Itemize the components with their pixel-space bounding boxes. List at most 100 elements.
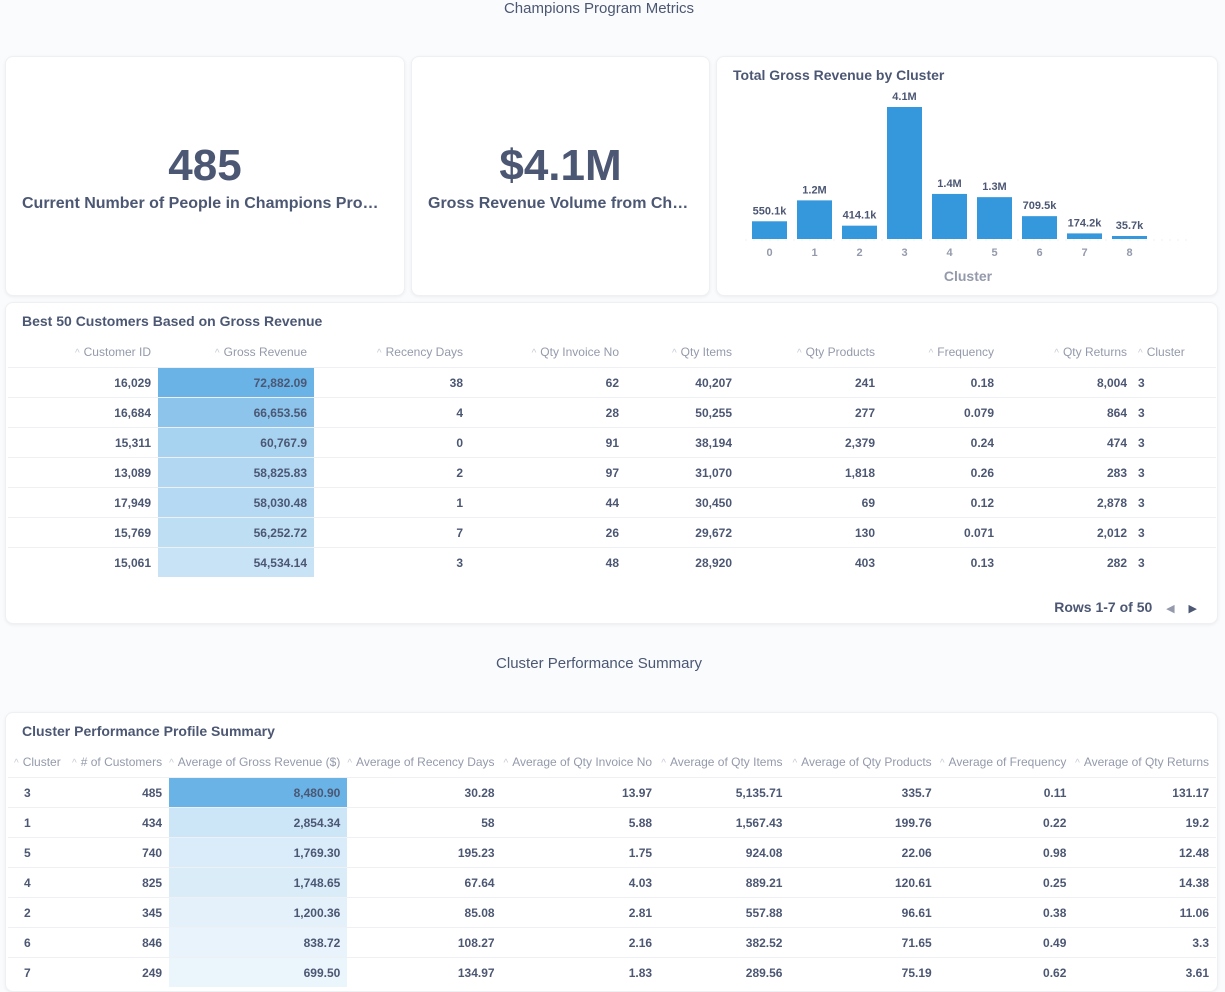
table-cell[interactable]: 97 xyxy=(470,457,626,488)
table-cell[interactable]: 22.06 xyxy=(789,837,939,868)
table-cell[interactable]: 11.06 xyxy=(1073,897,1216,928)
table-cell[interactable]: 5 xyxy=(8,837,67,868)
table-cell[interactable]: 30.28 xyxy=(347,777,502,808)
table-cell[interactable]: 6 xyxy=(8,927,67,958)
column-header[interactable]: ^ Average of Qty Products xyxy=(789,747,938,778)
table-cell[interactable]: 31,070 xyxy=(626,457,739,488)
table-cell[interactable]: 0.98 xyxy=(938,837,1074,868)
table-cell[interactable]: 54,534.14 xyxy=(158,547,314,577)
scalar-card-revenue[interactable]: $4.1M Gross Revenue Volume from Champion… xyxy=(411,56,710,296)
table-cell[interactable]: 38 xyxy=(314,367,470,398)
sort-icon[interactable]: ^ xyxy=(1054,348,1059,359)
table-cell[interactable]: 0.24 xyxy=(882,427,1001,458)
bar-5[interactable] xyxy=(977,197,1012,239)
bar-7[interactable] xyxy=(1067,233,1102,239)
table-cell[interactable]: 199.76 xyxy=(789,807,939,838)
table-cell[interactable]: 335.7 xyxy=(789,777,939,808)
chart-card-revenue-by-cluster[interactable]: Total Gross Revenue by Cluster 550.1k 0 1.… xyxy=(716,56,1218,296)
table-cell[interactable]: 120.61 xyxy=(789,867,939,898)
table-cell[interactable]: 2,012 xyxy=(1001,517,1134,548)
table-cell[interactable]: 15,769 xyxy=(8,517,158,548)
bar-8[interactable] xyxy=(1112,236,1147,239)
table-cell[interactable]: 195.23 xyxy=(347,837,502,868)
table-cell[interactable]: 15,311 xyxy=(8,427,158,458)
table-cell[interactable]: 14.38 xyxy=(1073,867,1216,898)
column-header[interactable]: ^ Average of Recency Days xyxy=(347,747,501,778)
table-cell[interactable]: 29,672 xyxy=(626,517,739,548)
table-cell[interactable]: 825 xyxy=(66,867,170,898)
table-cell[interactable]: 0.071 xyxy=(882,517,1001,548)
column-header[interactable]: ^ Gross Revenue xyxy=(158,337,314,368)
table-cell[interactable]: 345 xyxy=(66,897,170,928)
column-header[interactable]: ^ Average of Gross Revenue ($) xyxy=(169,747,347,778)
column-header[interactable]: ^ Cluster xyxy=(8,747,67,778)
bar-4[interactable] xyxy=(932,193,967,239)
table-cell[interactable]: 699.50 xyxy=(169,957,348,987)
table-cell[interactable]: 58,825.83 xyxy=(158,457,314,488)
bar-0[interactable] xyxy=(752,221,787,239)
table-cell[interactable]: 38,194 xyxy=(626,427,739,458)
table-cell[interactable]: 3 xyxy=(1134,487,1216,518)
sort-icon[interactable]: ^ xyxy=(14,758,19,769)
table-cell[interactable]: 56,252.72 xyxy=(158,517,314,548)
table-cell[interactable]: 0.11 xyxy=(938,777,1074,808)
table-cell[interactable]: 3.61 xyxy=(1073,957,1216,987)
table-cell[interactable]: 7 xyxy=(314,517,470,548)
table-cell[interactable]: 0.079 xyxy=(882,397,1001,428)
column-header[interactable]: ^ Customer ID xyxy=(8,337,158,368)
scalar-card-people[interactable]: 485 Current Number of People in Champion… xyxy=(5,56,405,296)
column-header[interactable]: ^ Qty Invoice No xyxy=(470,337,626,368)
column-header[interactable]: ^ Average of Qty Invoice No xyxy=(502,747,660,778)
table-cell[interactable]: 48 xyxy=(470,547,626,577)
table-cell[interactable]: 91 xyxy=(470,427,626,458)
table-cell[interactable]: 12.48 xyxy=(1073,837,1216,868)
column-header[interactable]: ^ Qty Returns xyxy=(1001,337,1134,368)
sort-icon[interactable]: ^ xyxy=(72,758,77,769)
bar-2[interactable] xyxy=(842,225,877,239)
table-cell[interactable]: 4.03 xyxy=(501,867,660,898)
table-cell[interactable]: 4 xyxy=(8,867,67,898)
table-cell[interactable]: 3 xyxy=(8,777,67,808)
table-cell[interactable]: 838.72 xyxy=(169,927,348,958)
table-cell[interactable]: 15,061 xyxy=(8,547,158,577)
table-cell[interactable]: 3 xyxy=(1134,367,1216,398)
column-header[interactable]: ^ Frequency xyxy=(882,337,1001,368)
bar-1[interactable] xyxy=(797,200,832,239)
table-cell[interactable]: 1 xyxy=(314,487,470,518)
table-cell[interactable]: 2,379 xyxy=(739,427,882,458)
table-cell[interactable]: 66,653.56 xyxy=(158,397,314,428)
table-cell[interactable]: 924.08 xyxy=(659,837,790,868)
bar-6[interactable] xyxy=(1022,216,1057,239)
table-cell[interactable]: 40,207 xyxy=(626,367,739,398)
table-cell[interactable]: 26 xyxy=(470,517,626,548)
sort-icon[interactable]: ^ xyxy=(661,758,666,769)
next-page-icon[interactable]: ▶ xyxy=(1188,603,1197,615)
table-cell[interactable]: 8,480.90 xyxy=(169,777,348,808)
sort-icon[interactable]: ^ xyxy=(74,348,80,359)
table-cell[interactable]: 241 xyxy=(739,367,882,398)
table-cell[interactable]: 3.3 xyxy=(1073,927,1216,958)
column-header[interactable]: ^ Average of Qty Returns xyxy=(1073,747,1216,778)
table-cell[interactable]: 28,920 xyxy=(626,547,739,577)
table-cell[interactable]: 17,949 xyxy=(8,487,158,518)
table-cell[interactable]: 67.64 xyxy=(347,867,502,898)
table-cell[interactable]: 3 xyxy=(1134,427,1216,458)
sort-icon[interactable]: ^ xyxy=(792,758,798,769)
table-cell[interactable]: 8,004 xyxy=(1001,367,1134,398)
table-cell[interactable]: 1 xyxy=(8,807,67,838)
chart-title[interactable]: Total Gross Revenue by Cluster xyxy=(733,67,945,83)
table-cell[interactable]: 557.88 xyxy=(659,897,790,928)
table-cell[interactable]: 3 xyxy=(1134,457,1216,488)
sort-icon[interactable]: ^ xyxy=(796,348,802,359)
table-cell[interactable]: 740 xyxy=(66,837,170,868)
sort-icon[interactable]: ^ xyxy=(503,758,509,769)
table-cell[interactable]: 19.2 xyxy=(1073,807,1216,838)
table-cell[interactable]: 1,769.30 xyxy=(169,837,348,868)
sort-icon[interactable]: ^ xyxy=(928,348,934,359)
table-cell[interactable]: 282 xyxy=(1001,547,1134,577)
table-cell[interactable]: 60,767.9 xyxy=(158,427,314,458)
table-cell[interactable]: 2,854.34 xyxy=(169,807,348,838)
table-cell[interactable]: 3 xyxy=(314,547,470,577)
table-cell[interactable]: 283 xyxy=(1001,457,1134,488)
bar-3[interactable] xyxy=(887,107,922,239)
